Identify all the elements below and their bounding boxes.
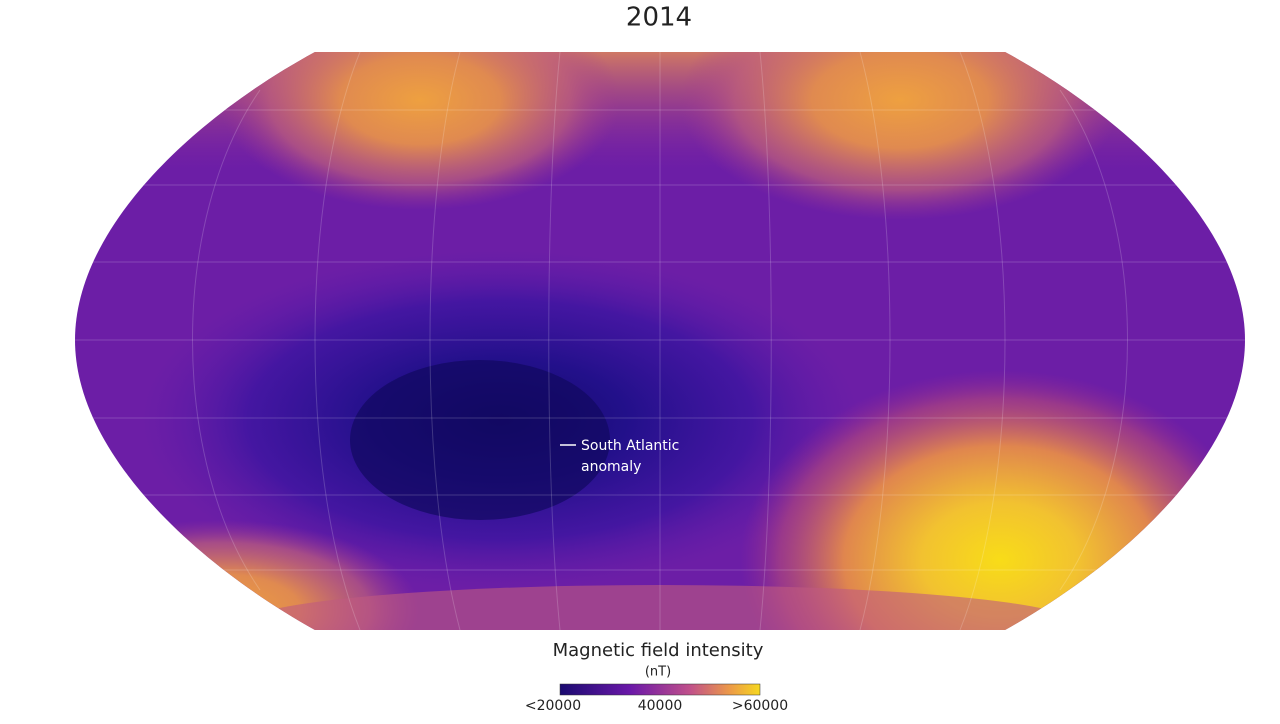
intensity-map: [75, 52, 1245, 630]
legend-tick-label: 40000: [638, 698, 683, 714]
legend-tick-label: <20000: [525, 698, 581, 714]
legend-title: Magnetic field intensity: [553, 640, 764, 661]
annotation-line: anomaly: [581, 459, 641, 475]
annotation-line: South Atlantic: [581, 438, 679, 454]
legend-unit: (nT): [645, 665, 671, 680]
legend-tick-label: >60000: [732, 698, 788, 714]
map-title: 2014: [626, 3, 692, 33]
color-bar: [559, 683, 761, 696]
